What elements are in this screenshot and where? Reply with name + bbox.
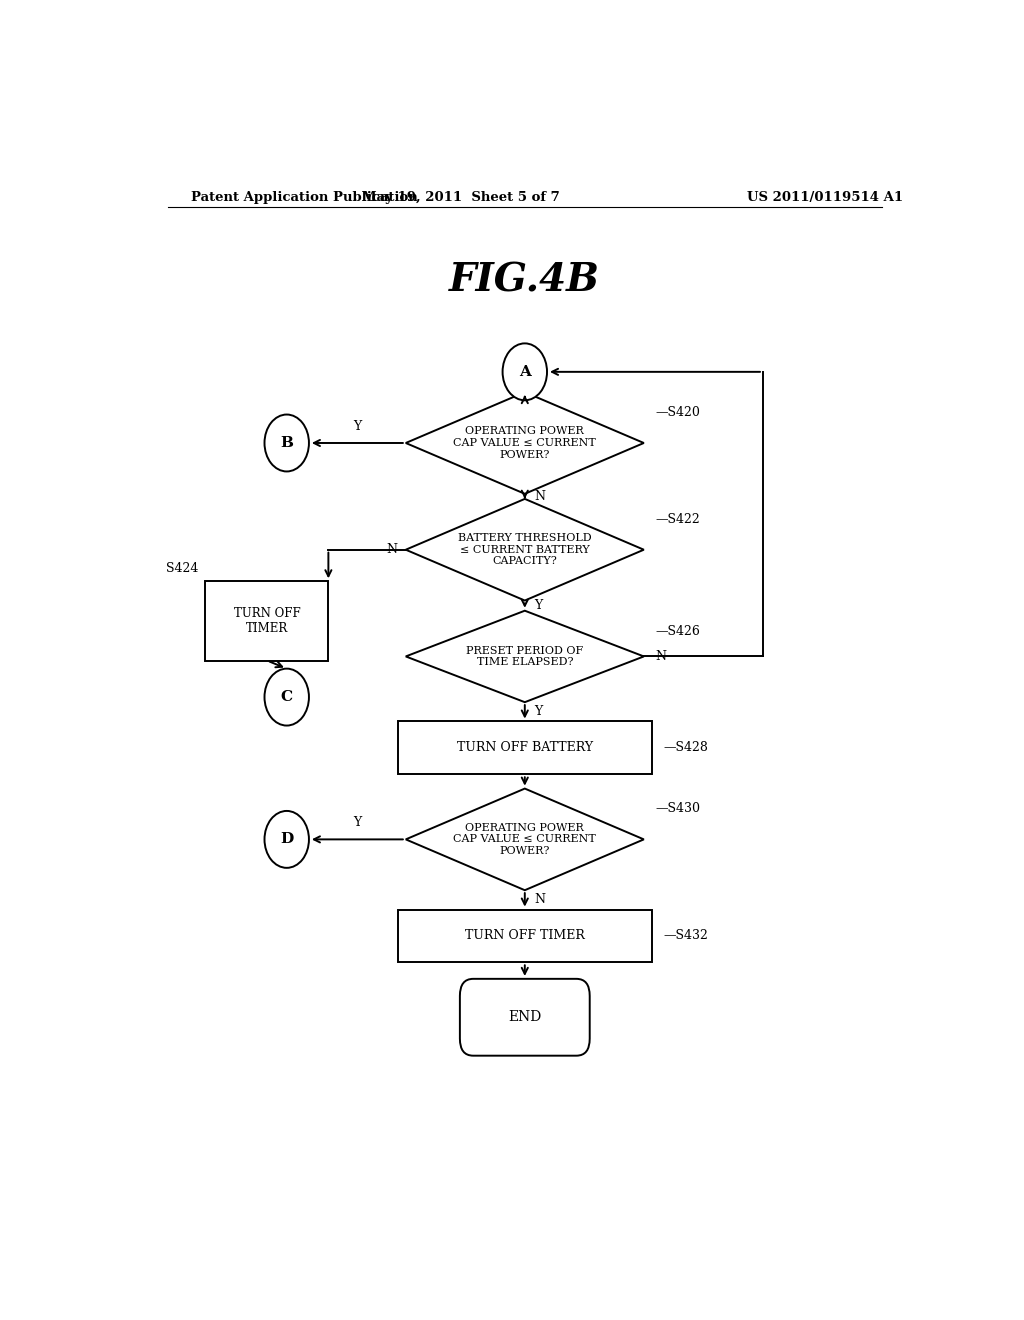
Text: Y: Y xyxy=(535,705,543,718)
Polygon shape xyxy=(406,788,644,890)
Text: —S420: —S420 xyxy=(655,407,700,418)
Text: US 2011/0119514 A1: US 2011/0119514 A1 xyxy=(748,190,903,203)
Text: May 19, 2011  Sheet 5 of 7: May 19, 2011 Sheet 5 of 7 xyxy=(362,190,560,203)
Text: —S430: —S430 xyxy=(655,803,700,816)
Text: Y: Y xyxy=(535,599,543,612)
Text: END: END xyxy=(508,1010,542,1024)
Circle shape xyxy=(264,669,309,726)
Polygon shape xyxy=(406,499,644,601)
Text: S424: S424 xyxy=(166,561,198,574)
Text: C: C xyxy=(281,690,293,704)
Circle shape xyxy=(264,414,309,471)
Text: N: N xyxy=(535,490,546,503)
Text: OPERATING POWER
CAP VALUE ≤ CURRENT
POWER?: OPERATING POWER CAP VALUE ≤ CURRENT POWE… xyxy=(454,426,596,459)
Text: FIG.4B: FIG.4B xyxy=(450,261,600,300)
Text: A: A xyxy=(519,364,530,379)
Text: —S422: —S422 xyxy=(655,512,700,525)
FancyBboxPatch shape xyxy=(397,722,651,775)
Text: —S426: —S426 xyxy=(655,624,700,638)
Text: —S432: —S432 xyxy=(664,929,709,942)
Text: N: N xyxy=(655,649,667,663)
Text: Y: Y xyxy=(353,816,361,829)
Text: N: N xyxy=(387,544,397,556)
Circle shape xyxy=(264,810,309,867)
Text: D: D xyxy=(281,833,293,846)
Text: Y: Y xyxy=(353,420,361,433)
Text: Patent Application Publication: Patent Application Publication xyxy=(191,190,418,203)
Text: N: N xyxy=(535,894,546,907)
Text: TURN OFF BATTERY: TURN OFF BATTERY xyxy=(457,742,593,755)
FancyBboxPatch shape xyxy=(397,909,651,962)
Text: TURN OFF
TIMER: TURN OFF TIMER xyxy=(233,607,300,635)
FancyBboxPatch shape xyxy=(206,581,329,660)
Text: BATTERY THRESHOLD
≤ CURRENT BATTERY
CAPACITY?: BATTERY THRESHOLD ≤ CURRENT BATTERY CAPA… xyxy=(458,533,592,566)
Text: OPERATING POWER
CAP VALUE ≤ CURRENT
POWER?: OPERATING POWER CAP VALUE ≤ CURRENT POWE… xyxy=(454,822,596,855)
Text: PRESET PERIOD OF
TIME ELAPSED?: PRESET PERIOD OF TIME ELAPSED? xyxy=(466,645,584,667)
Text: —S428: —S428 xyxy=(664,742,709,755)
Polygon shape xyxy=(406,611,644,702)
Circle shape xyxy=(503,343,547,400)
Polygon shape xyxy=(406,392,644,494)
Text: B: B xyxy=(281,436,293,450)
FancyBboxPatch shape xyxy=(460,979,590,1056)
Text: TURN OFF TIMER: TURN OFF TIMER xyxy=(465,929,585,942)
